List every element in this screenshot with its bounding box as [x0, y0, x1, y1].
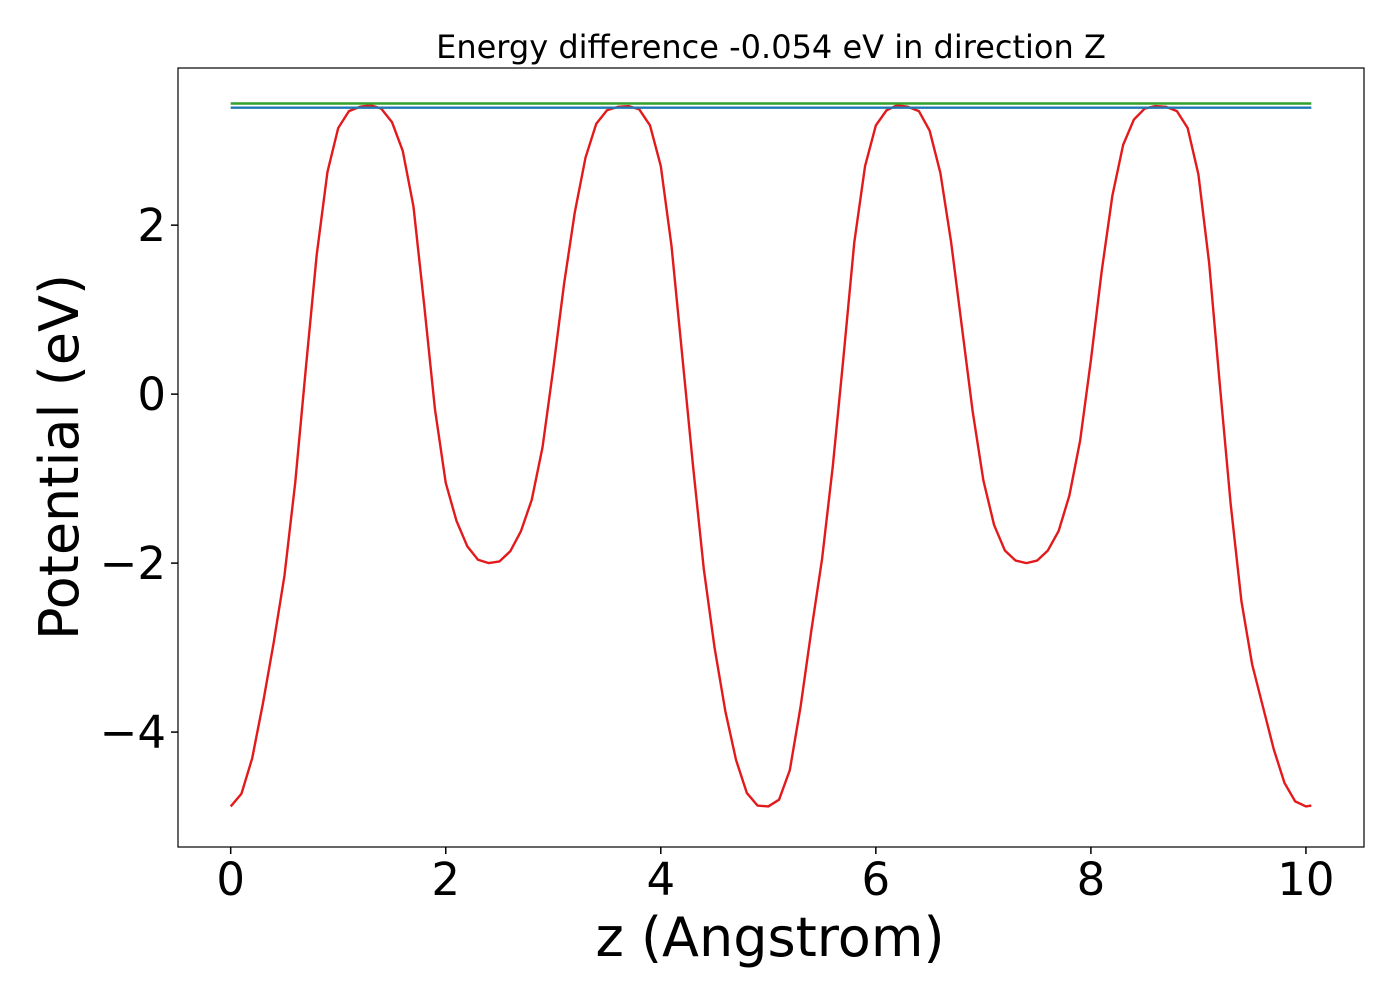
series-line-1 — [229, 103, 1312, 808]
x-tick-label: 0 — [216, 853, 245, 906]
series-layer — [229, 102, 1312, 808]
x-tick-label: 6 — [862, 853, 891, 906]
y-tick-label: 2 — [137, 199, 166, 252]
x-tick-label: 4 — [646, 853, 675, 906]
y-tick-label: −4 — [100, 706, 166, 759]
x-tick-label: 8 — [1077, 853, 1106, 906]
y-tick-label: 0 — [137, 368, 166, 421]
y-tick-label: −2 — [100, 537, 166, 590]
y-axis-label: Potential (eV) — [28, 274, 91, 640]
x-axis-label: z (Angstrom) — [595, 906, 944, 969]
x-tick-label: 10 — [1277, 853, 1334, 906]
chart-title: Energy difference -0.054 eV in direction… — [436, 28, 1106, 66]
axes-frame — [177, 67, 1365, 848]
y-axis-ticks: −4 −2 0 2 — [100, 199, 178, 759]
x-tick-label: 2 — [431, 853, 460, 906]
plot-area — [177, 67, 1365, 848]
x-axis-ticks: 0 2 4 6 8 10 — [216, 847, 1335, 906]
